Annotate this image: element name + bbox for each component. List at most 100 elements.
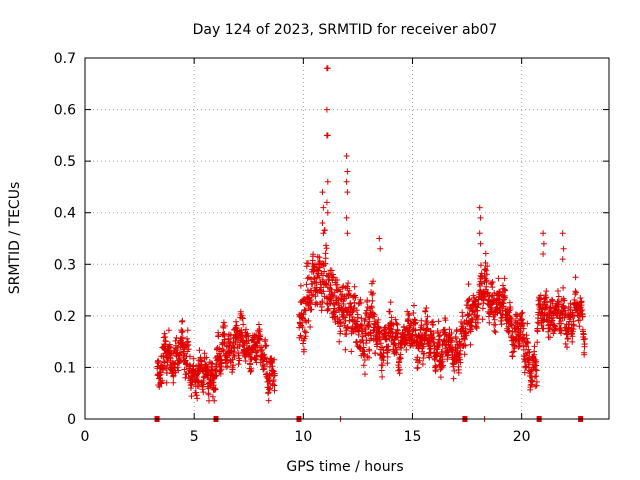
data-point (343, 295, 350, 302)
data-point (512, 328, 518, 335)
data-point (230, 344, 237, 351)
x-tick-labels: 0 5 10 15 20 (81, 429, 531, 445)
data-point (455, 369, 462, 376)
data-point (366, 347, 373, 354)
data-point (344, 230, 351, 237)
data-point (323, 106, 330, 113)
data-point (520, 325, 527, 332)
data-point (349, 308, 356, 315)
data-point (531, 343, 538, 350)
data-point (201, 350, 208, 357)
data-point (156, 383, 163, 390)
data-point (393, 346, 400, 353)
data-point (397, 355, 404, 362)
data-point (424, 313, 431, 320)
data-point (573, 289, 580, 296)
data-point (453, 327, 460, 333)
data-point (205, 391, 212, 398)
data-point (323, 245, 330, 252)
y-tick-label: 0 (67, 412, 76, 428)
data-point (221, 340, 228, 347)
data-point (459, 313, 466, 320)
data-point (461, 342, 468, 348)
data-point (565, 335, 571, 342)
data-point (474, 319, 481, 326)
data-point (388, 314, 395, 321)
data-point (255, 321, 262, 328)
data-point (482, 259, 489, 266)
data-point (224, 363, 231, 370)
data-point (385, 343, 392, 350)
data-point (517, 313, 524, 320)
data-point (358, 321, 365, 328)
data-point (167, 344, 174, 351)
data-point (239, 315, 246, 322)
data-point (297, 282, 304, 289)
data-point (209, 393, 216, 400)
data-point (178, 335, 185, 342)
data-point (222, 323, 228, 329)
y-tick-label: 0.6 (54, 103, 76, 119)
data-point (190, 355, 197, 362)
data-point (218, 359, 225, 366)
data-point (247, 361, 254, 368)
data-point (239, 314, 245, 321)
data-point (483, 283, 490, 290)
data-point (424, 325, 431, 332)
data-point (364, 297, 371, 304)
data-point (237, 308, 244, 315)
data-point (344, 189, 351, 196)
data-point (227, 331, 234, 338)
data-point (348, 348, 355, 355)
data-point (155, 358, 162, 365)
data-point (377, 340, 384, 347)
data-point (461, 351, 468, 358)
data-point (319, 189, 326, 196)
data-point (482, 250, 489, 257)
data-point (200, 389, 207, 396)
data-point (330, 293, 337, 300)
data-point (414, 364, 421, 371)
data-point (560, 284, 567, 291)
data-point (271, 372, 278, 379)
data-point (581, 341, 588, 348)
data-point (426, 354, 433, 361)
data-point (379, 362, 386, 369)
data-point (435, 318, 442, 325)
data-point (540, 240, 547, 247)
data-point (266, 371, 273, 378)
data-point (256, 326, 263, 333)
data-point (479, 305, 486, 312)
data-point (271, 356, 278, 363)
data-point (432, 356, 438, 363)
data-point (436, 342, 443, 349)
data-point (433, 363, 440, 370)
y-tick-labels: 0 0.1 0.2 0.3 0.4 0.5 0.6 0.7 (54, 51, 76, 428)
data-point (179, 328, 186, 335)
data-point (360, 362, 367, 369)
data-point (248, 365, 255, 372)
data-point (346, 287, 353, 294)
data-point (430, 336, 437, 343)
data-point (319, 220, 326, 226)
data-point (308, 306, 315, 313)
y-tick-label: 0.7 (54, 51, 76, 67)
data-point (572, 288, 579, 295)
x-tick-label: 20 (513, 429, 531, 445)
data-point (338, 319, 344, 326)
data-point (228, 348, 235, 355)
data-point (303, 329, 309, 336)
data-point (370, 278, 377, 285)
data-point (523, 352, 530, 359)
data-point (518, 310, 525, 317)
data-point (301, 306, 308, 313)
data-point (549, 317, 556, 324)
data-point (174, 344, 181, 351)
data-point (436, 333, 442, 340)
data-point (299, 324, 306, 331)
data-point (541, 298, 548, 305)
data-point (429, 334, 436, 341)
data-point (477, 262, 484, 269)
data-point (351, 283, 358, 290)
y-tick-label: 0.3 (54, 257, 76, 273)
